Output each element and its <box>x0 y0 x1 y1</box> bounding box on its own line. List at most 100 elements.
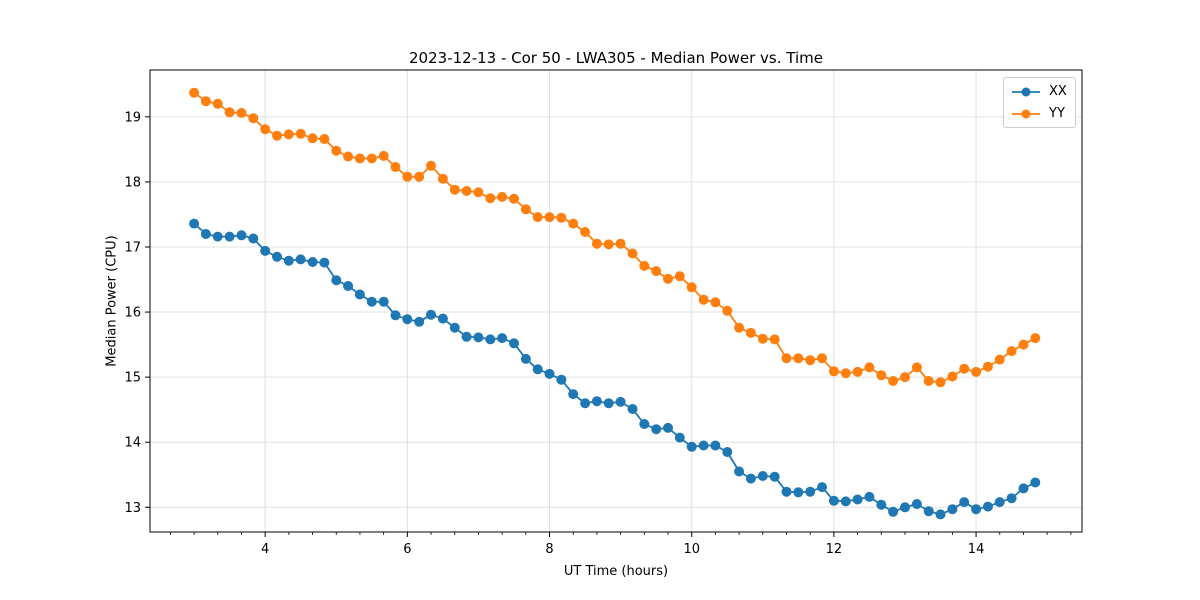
data-point-xx <box>805 486 816 497</box>
y-tick-label: 14 <box>124 436 141 451</box>
data-point-yy <box>1006 346 1017 357</box>
legend: XX YY <box>1003 77 1076 128</box>
x-tick-label: 12 <box>826 542 843 557</box>
data-point-xx <box>189 218 200 229</box>
data-point-yy <box>994 354 1005 365</box>
data-point-xx <box>437 313 448 324</box>
data-point-xx <box>935 509 946 520</box>
legend-line-marker-icon <box>1012 87 1040 96</box>
data-point-xx <box>840 496 851 507</box>
data-point-yy <box>852 366 863 377</box>
data-point-yy <box>651 266 662 277</box>
data-point-xx <box>544 368 555 379</box>
data-point-yy <box>639 260 650 271</box>
data-point-xx <box>674 432 685 443</box>
data-point-yy <box>591 238 602 249</box>
data-point-yy <box>295 128 306 139</box>
data-point-yy <box>580 227 591 237</box>
data-point-yy <box>947 371 958 382</box>
data-point-xx <box>283 255 294 266</box>
x-tick-label: 4 <box>261 542 269 557</box>
data-point-yy <box>497 191 508 202</box>
data-point-yy <box>686 282 697 293</box>
data-point-xx <box>248 233 259 244</box>
data-point-xx <box>532 364 543 375</box>
data-point-yy <box>366 153 377 164</box>
legend-item-yy: YY <box>1011 104 1067 123</box>
data-point-yy <box>248 113 259 124</box>
data-point-xx <box>343 281 354 291</box>
data-point-xx <box>982 501 993 512</box>
data-point-yy <box>532 212 543 223</box>
x-tick-label: 6 <box>403 542 411 557</box>
data-point-xx <box>354 289 365 300</box>
data-point-xx <box>497 333 508 344</box>
data-point-yy <box>663 273 673 284</box>
data-point-yy <box>473 187 484 198</box>
data-point-xx <box>698 440 709 451</box>
y-tick-label: 13 <box>124 501 141 516</box>
data-point-yy <box>200 96 211 107</box>
data-point-xx <box>686 441 697 452</box>
y-tick-label: 17 <box>124 240 141 255</box>
data-point-xx <box>769 471 780 482</box>
data-point-yy <box>189 87 200 98</box>
data-point-yy <box>982 361 993 372</box>
data-point-yy <box>426 160 436 171</box>
data-point-yy <box>900 372 910 383</box>
data-point-xx <box>734 466 745 477</box>
data-point-yy <box>805 355 816 366</box>
x-tick-label: 10 <box>683 542 700 557</box>
data-point-yy <box>1030 333 1041 344</box>
data-point-xx <box>793 487 804 498</box>
data-point-xx <box>473 332 484 343</box>
data-point-yy <box>876 370 887 381</box>
data-point-xx <box>295 254 306 265</box>
data-point-xx <box>260 245 271 256</box>
data-point-xx <box>1030 477 1041 488</box>
data-point-xx <box>236 230 247 241</box>
data-point-xx <box>959 497 970 508</box>
legend-line-marker-icon <box>1012 109 1040 118</box>
data-point-xx <box>722 447 733 457</box>
y-tick-label: 18 <box>124 175 141 190</box>
data-point-xx <box>568 389 579 400</box>
data-point-yy <box>272 130 282 141</box>
data-point-yy <box>568 218 579 229</box>
data-point-xx <box>947 504 958 515</box>
data-point-yy <box>769 334 780 345</box>
data-point-yy <box>331 145 342 156</box>
data-point-yy <box>698 294 709 305</box>
data-point-xx <box>1006 493 1017 504</box>
data-point-yy <box>402 171 413 182</box>
data-point-xx <box>509 338 519 349</box>
data-point-xx <box>639 419 650 429</box>
data-point-yy <box>485 193 496 204</box>
data-point-yy <box>757 333 768 344</box>
data-point-xx <box>627 404 638 414</box>
legend-label: YY <box>1049 106 1065 121</box>
x-tick-label: 14 <box>968 542 985 557</box>
data-point-xx <box>319 257 330 268</box>
data-point-yy <box>828 366 839 377</box>
y-tick-label: 16 <box>124 306 141 321</box>
data-point-xx <box>757 471 768 481</box>
data-point-xx <box>971 504 982 515</box>
data-point-xx <box>556 374 567 385</box>
data-point-yy <box>319 134 330 144</box>
y-axis-label: Median Power (CPU) <box>104 235 120 367</box>
chart-title: 2023-12-13 - Cor 50 - LWA305 - Median Po… <box>409 49 823 67</box>
data-point-xx <box>212 231 223 242</box>
data-point-yy <box>354 153 365 164</box>
data-point-yy <box>745 327 756 338</box>
data-point-xx <box>864 491 875 502</box>
data-point-yy <box>509 193 519 204</box>
data-point-xx <box>1018 483 1029 494</box>
data-point-yy <box>817 353 827 364</box>
data-point-xx <box>390 310 401 321</box>
data-point-yy <box>674 271 685 282</box>
data-point-xx <box>828 495 839 506</box>
data-point-yy <box>260 124 271 135</box>
data-point-xx <box>911 499 922 509</box>
data-point-yy <box>544 212 555 223</box>
